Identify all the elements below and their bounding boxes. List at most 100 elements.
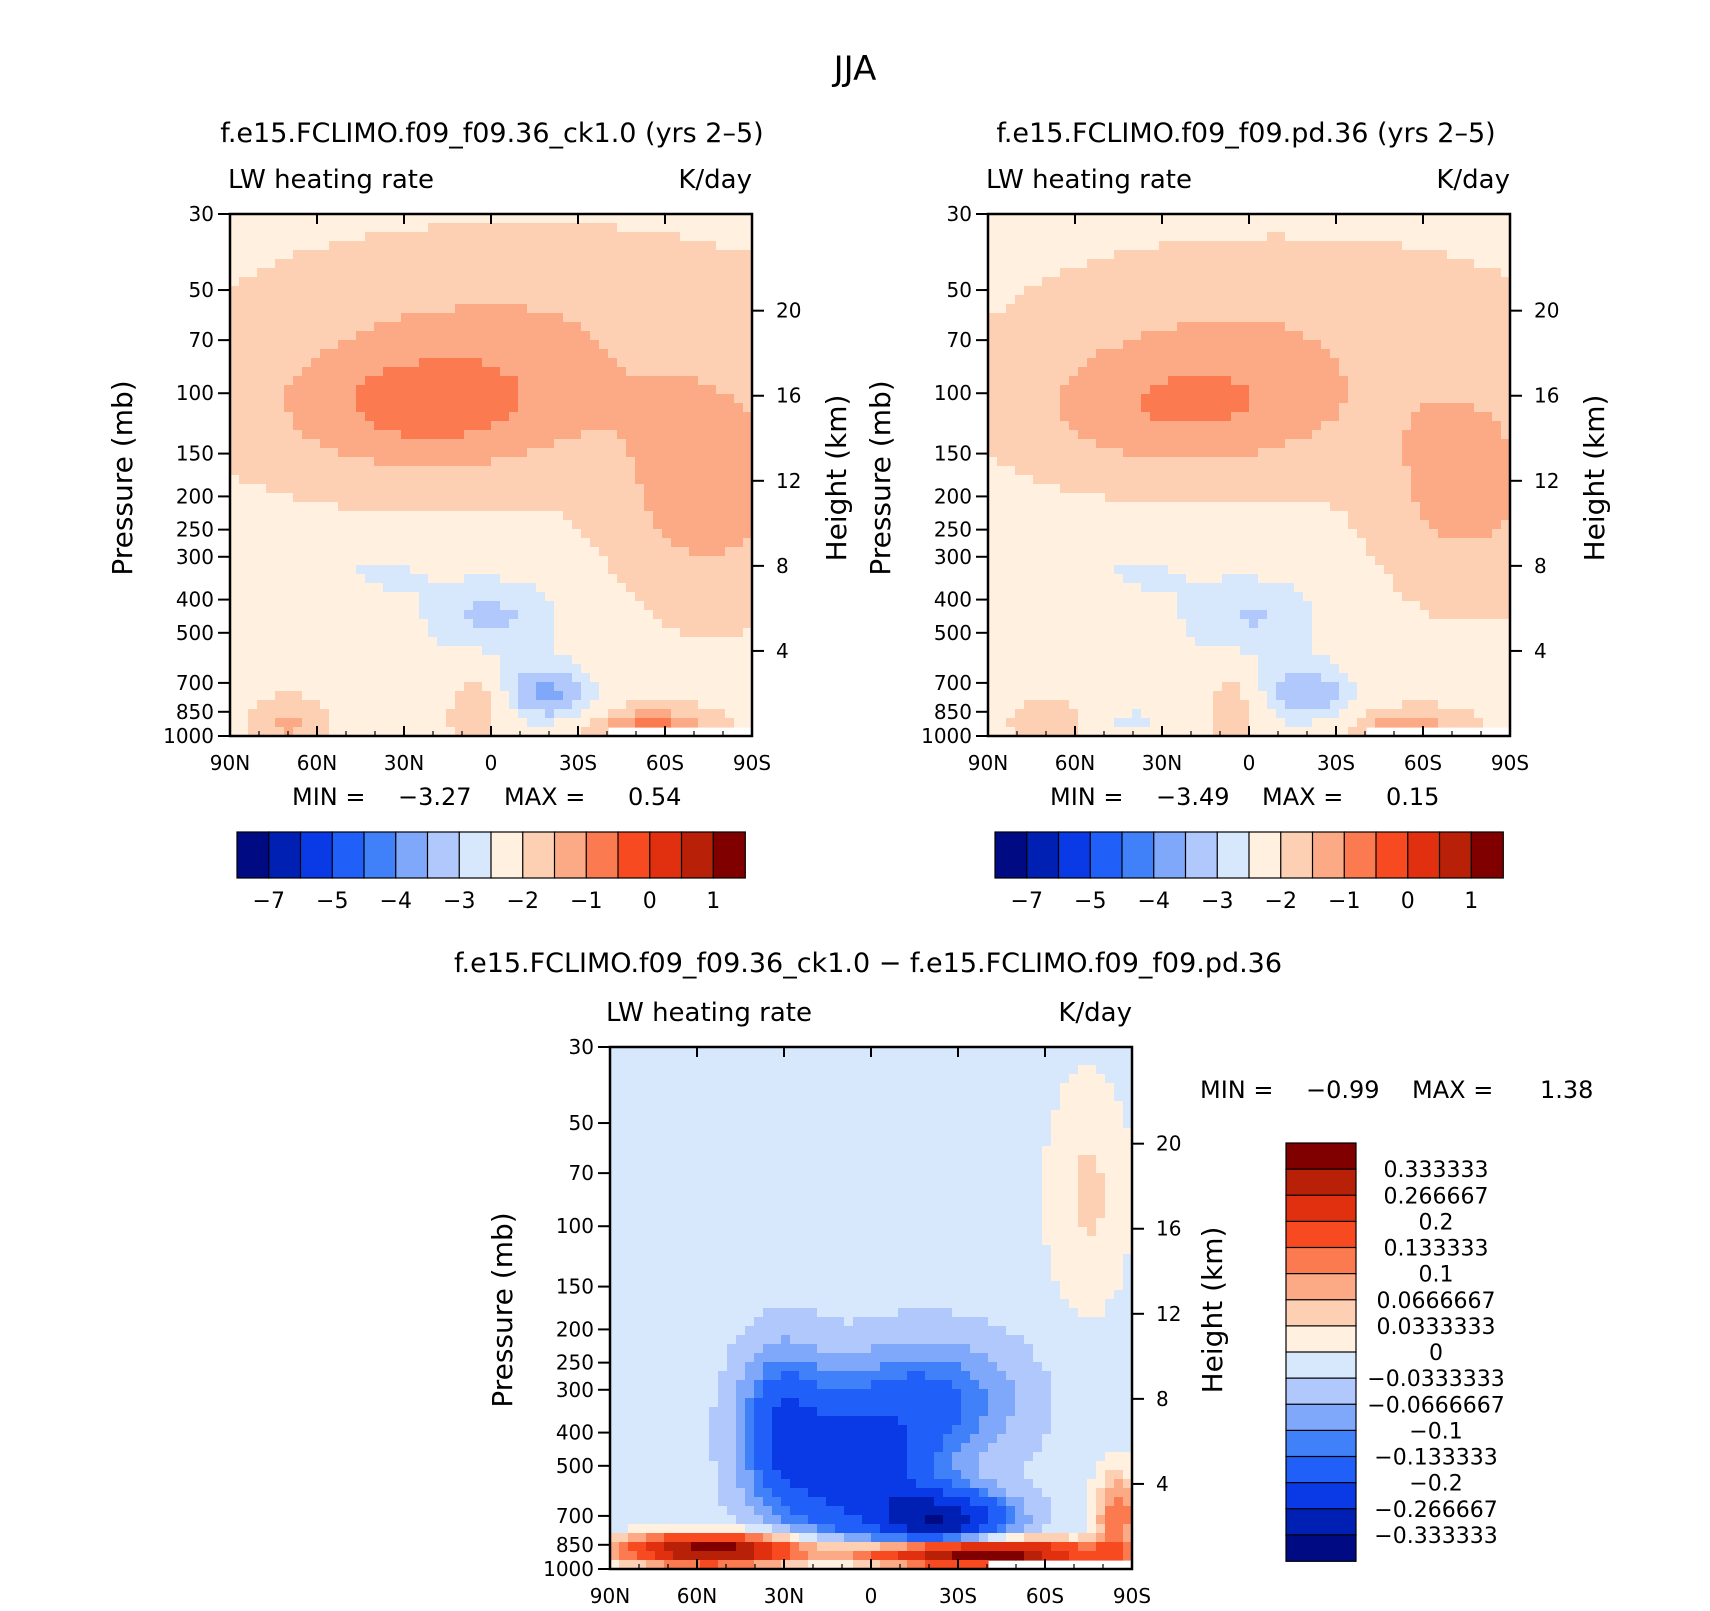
contour-cell [1186,322,1196,332]
contour-cell [563,295,573,305]
contour-cell [545,349,555,359]
contour-cell [491,700,501,710]
contour-cell [572,214,582,224]
contour-cell [266,475,276,485]
contour-cell [302,610,312,620]
contour-cell [239,394,249,404]
contour-cell [1006,304,1016,314]
contour-cell [1285,367,1295,377]
contour-cell [410,241,420,251]
contour-cell [473,331,483,341]
contour-cell [464,259,474,269]
contour-cell [554,403,564,413]
contour-cell [599,349,609,359]
contour-cell [284,349,294,359]
contour-cell [437,700,447,710]
contour-cell [725,475,735,485]
contour-cell [311,430,321,440]
contour-cell [716,232,726,242]
contour-cell [1321,313,1331,323]
contour-cell [1240,358,1250,368]
contour-cell [446,394,456,404]
contour-cell [266,529,276,539]
contour-cell [419,421,429,431]
contour-cell [554,628,564,638]
contour-cell [509,394,519,404]
contour-cell [644,430,654,440]
contour-cell [536,277,546,287]
contour-cell [1042,394,1052,404]
contour-cell [635,322,645,332]
contour-cell [257,412,267,422]
contour-cell [590,691,600,701]
contour-cell [1105,295,1115,305]
contour-cell [500,277,510,287]
contour-cell [419,295,429,305]
contour-cell [734,385,744,395]
contour-cell [419,646,429,656]
contour-cell [689,322,699,332]
contour-cell [1096,403,1106,413]
contour-cell [257,439,267,449]
contour-cell [590,574,600,584]
contour-cell [671,511,681,521]
contour-cell [374,691,384,701]
contour-cell [1474,340,1484,350]
contour-cell [1303,403,1313,413]
contour-cell [662,331,672,341]
contour-cell [266,448,276,458]
contour-cell [1339,385,1349,395]
contour-cell [446,322,456,332]
contour-cell [1249,322,1259,332]
contour-cell [374,385,384,395]
contour-cell [329,700,339,710]
contour-cell [1285,349,1295,359]
contour-cell [464,484,474,494]
contour-cell [1168,268,1178,278]
contour-cell [725,349,735,359]
contour-cell [455,277,465,287]
contour-cell [329,547,339,557]
contour-cell [1303,304,1313,314]
contour-cell [437,529,447,539]
contour-cell [617,214,627,224]
contour-cell [743,430,753,440]
contour-cell [518,493,528,503]
contour-cell [248,214,258,224]
contour-cell [392,637,402,647]
contour-cell [1141,241,1151,251]
contour-cell [509,547,519,557]
contour-cell [725,511,735,521]
contour-cell [239,439,249,449]
contour-cell [500,250,510,260]
contour-cell [392,718,402,728]
contour-cell [266,628,276,638]
contour-cell [446,619,456,629]
contour-cell [1096,232,1106,242]
contour-cell [257,727,267,737]
contour-cell [230,709,240,719]
contour-cell [455,295,465,305]
contour-cell [590,709,600,719]
contour-cell [1051,286,1061,296]
contour-cell [509,574,519,584]
contour-cell [410,349,420,359]
contour-cell [1267,223,1277,233]
contour-cell [1024,340,1034,350]
contour-cell [374,646,384,656]
contour-cell [239,430,249,440]
contour-cell [239,277,249,287]
contour-cell [545,637,555,647]
contour-cell [1168,358,1178,368]
contour-cell [1393,259,1403,269]
contour-cell [644,637,654,647]
contour-cell [293,376,303,386]
contour-cell [1096,421,1106,431]
contour-cell [347,394,357,404]
contour-cell [1204,259,1214,269]
contour-cell [365,583,375,593]
contour-cell [617,223,627,233]
contour-cell [725,214,735,224]
contour-cell [482,385,492,395]
contour-cell [1303,358,1313,368]
